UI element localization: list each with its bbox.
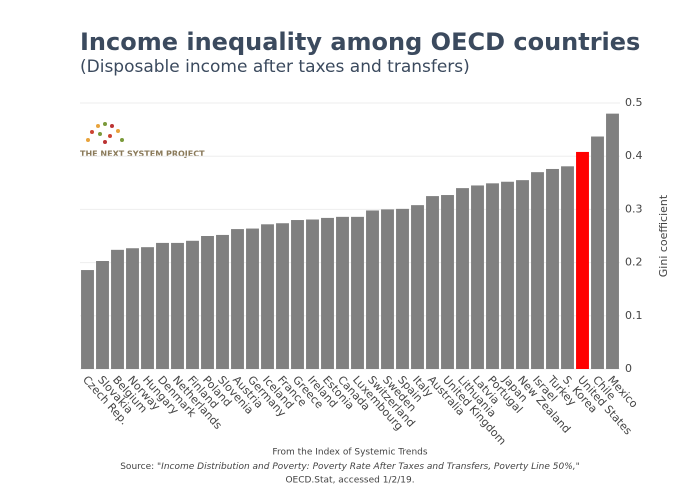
bar: [606, 113, 619, 369]
logo-text: THE NEXT SYSTEM PROJECT: [80, 150, 205, 159]
bar: [201, 236, 214, 369]
bar: [411, 205, 424, 369]
bar: [516, 180, 529, 369]
y-axis-label: Gini coefficient: [657, 194, 670, 277]
bar: [366, 210, 379, 369]
chart-title: Income inequality among OECD countries: [80, 28, 640, 56]
bar: [561, 166, 574, 369]
bar: [246, 228, 259, 369]
bar: [546, 168, 559, 369]
bar: [126, 248, 139, 369]
bar: [351, 216, 364, 369]
bar: [81, 270, 94, 369]
bar: [141, 247, 154, 369]
y-tick-label: 0.4: [625, 149, 643, 162]
logo: THE NEXT SYSTEM PROJECT: [80, 122, 205, 159]
y-tick-label: 0.3: [625, 202, 643, 215]
bar: [381, 209, 394, 369]
source-end: OECD.Stat, accessed 1/2/19.: [285, 476, 414, 486]
bar: [471, 185, 484, 369]
bar: [156, 242, 169, 369]
source-prefix: Source:: [120, 462, 154, 472]
y-tick-label: 0.1: [625, 309, 643, 322]
bar: [321, 217, 334, 369]
bar: [441, 195, 454, 369]
bar: [111, 249, 124, 369]
note: From the Index of Systemic Trends: [272, 448, 427, 458]
bar: [186, 240, 199, 369]
chart-subtitle: (Disposable income after taxes and trans…: [80, 57, 470, 77]
y-tick-label: 0: [625, 362, 632, 375]
bar: [231, 229, 244, 369]
bar: [306, 219, 319, 369]
bar: [501, 181, 514, 369]
y-tick-label: 0.2: [625, 256, 643, 269]
source-title: "Income Distribution and Poverty: Povert…: [157, 462, 580, 472]
bar: [486, 183, 499, 369]
bar: [96, 261, 109, 369]
bar: [291, 220, 304, 369]
bar: [531, 172, 544, 369]
source: Source: "Income Distribution and Poverty…: [120, 462, 580, 472]
bar: [336, 216, 349, 369]
bar: [591, 136, 604, 369]
bar: [576, 151, 589, 369]
bar: [396, 208, 409, 369]
bar: [456, 188, 469, 369]
bar: [276, 223, 289, 369]
bar: [261, 224, 274, 369]
bar: [426, 196, 439, 369]
bar: [216, 234, 229, 369]
y-tick-label: 0.5: [625, 96, 643, 109]
bar: [171, 242, 184, 369]
